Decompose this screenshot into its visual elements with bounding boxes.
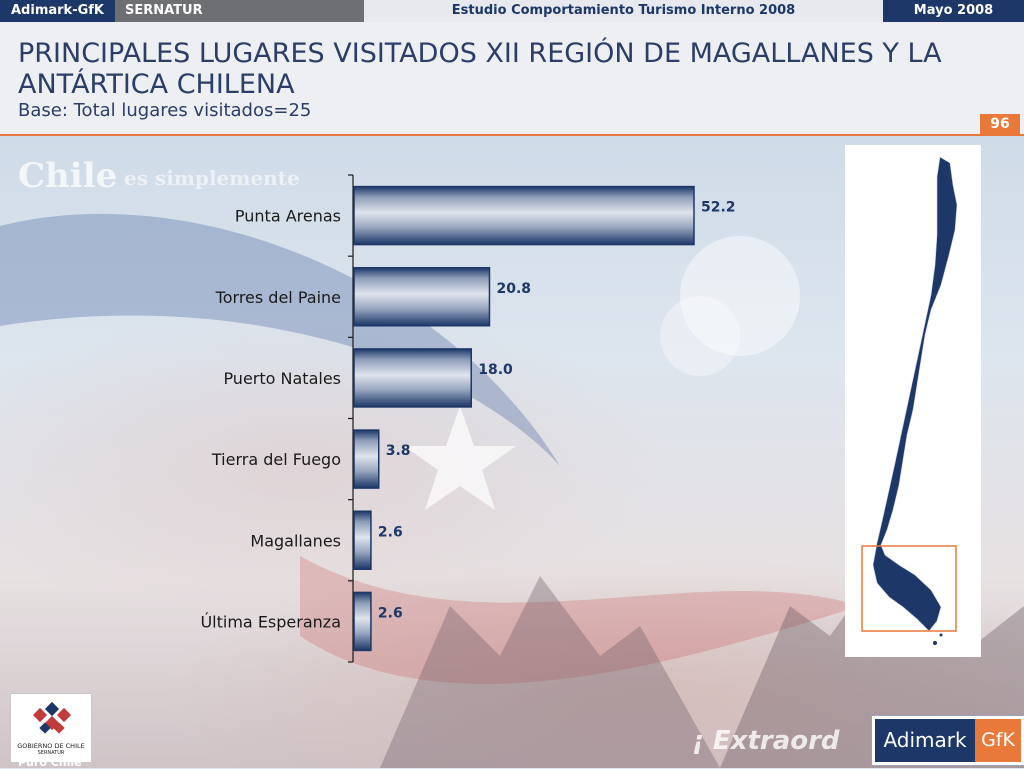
sernatur-label: SERNATUR [37, 750, 65, 756]
chart-category-label: Tierra del Fuego [211, 450, 341, 469]
adimark-logo-text: Adimark [875, 719, 975, 762]
study-title: Estudio Comportamiento Turismo Interno 2… [364, 0, 883, 22]
chart-value-label: 2.6 [378, 605, 403, 621]
chart-category-label: Última Esperanza [200, 612, 341, 631]
government-logo: GOBIERNO DE CHILE SERNATUR [10, 693, 92, 763]
title-area: PRINCIPALES LUGARES VISITADOS XII REGIÓN… [0, 22, 1024, 136]
chile-map [845, 145, 981, 657]
page-number-badge: 96 [980, 114, 1020, 135]
chart-bar [353, 267, 491, 327]
chart-value-label: 52.2 [701, 200, 736, 216]
chart-category-label: Torres del Paine [215, 288, 341, 307]
chile-map-icon [861, 156, 958, 645]
chart-category-label: Magallanes [250, 531, 341, 550]
gfk-logo-text: GfK [975, 719, 1021, 762]
brand-label: Adimark-GfK [0, 0, 115, 22]
chart-value-label: 3.8 [386, 443, 411, 459]
chart-bar [353, 429, 380, 489]
sernatur-emblem-icon [32, 701, 72, 734]
background-slogan-rest: es simplemente [124, 166, 300, 190]
page-title: PRINCIPALES LUGARES VISITADOS XII REGIÓN… [18, 38, 942, 100]
chart-category-label: Puerto Natales [223, 369, 341, 388]
background-slogan: Chile [18, 156, 118, 196]
puro-chile-label: Puro Chile [18, 756, 82, 769]
chart-value-label: 2.6 [378, 524, 403, 540]
chart-value-label: 18.0 [478, 362, 513, 378]
chart-bar [353, 348, 472, 408]
chart-bar [353, 185, 695, 246]
background-watermark: ¡ Extraord [692, 726, 840, 756]
client-label: SERNATUR [115, 0, 364, 22]
chart-bar [353, 510, 372, 570]
chart-value-label: 20.8 [496, 281, 531, 297]
header-bar: Adimark-GfK SERNATUR Estudio Comportamie… [0, 0, 1024, 22]
date-label: Mayo 2008 [883, 0, 1024, 22]
government-label: GOBIERNO DE CHILE [17, 742, 85, 750]
adimark-gfk-logo: Adimark GfK [871, 715, 1024, 766]
region-highlight [861, 545, 957, 632]
chart-category-label: Punta Arenas [235, 207, 341, 226]
chart-bar [353, 591, 372, 652]
page-subtitle: Base: Total lugares visitados=25 [18, 100, 312, 121]
